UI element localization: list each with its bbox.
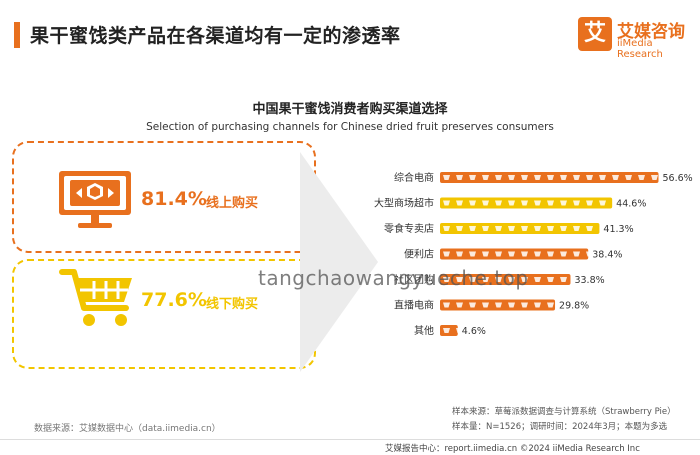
bar-category-label: 直播电商 (394, 299, 434, 312)
offline-label: 线下购买 (206, 297, 259, 312)
arrow-right-icon (300, 152, 378, 372)
watermark-text: tangchaowangyueche.top (258, 266, 529, 290)
chart-subtitle: Selection of purchasing channels for Chi… (146, 121, 554, 133)
online-percentage: 81.4% (141, 188, 207, 210)
iimedia-logo-icon: 艾 (578, 17, 612, 51)
logo-text-cn: 艾媒咨询 (617, 22, 685, 42)
bar-value-label: 38.4% (592, 250, 622, 261)
bar (440, 248, 593, 260)
bar-value-label: 44.6% (616, 199, 646, 210)
bar (440, 197, 613, 209)
chart-title: 中国果干蜜饯消费者购买渠道选择 (252, 102, 448, 117)
bar (440, 299, 556, 311)
bar-category-label: 便利店 (404, 248, 434, 261)
bar-value-label: 33.8% (574, 275, 604, 286)
bar-category-label: 综合电商 (394, 171, 434, 184)
bar-value-label: 29.8% (559, 301, 589, 312)
footer-copyright: 艾媒报告中心：report.iimedia.cn ©2024 iiMedia R… (385, 444, 640, 454)
bar (440, 325, 463, 336)
bar (440, 274, 571, 285)
online-label: 线上购买 (206, 196, 259, 211)
bar-value-label: 56.6% (663, 173, 693, 184)
bar-category-label: 零食专卖店 (384, 222, 434, 235)
bar-value-label: 41.3% (603, 224, 633, 235)
bar (440, 172, 659, 183)
title-accent-bar (14, 22, 20, 48)
bar-category-label: 其他 (414, 324, 434, 337)
bar-category-label: 大型商场超市 (374, 197, 434, 210)
sample-source-note: 样本来源：草莓派数据调查与计算系统（Strawberry Pie） (452, 407, 676, 417)
bar-value-label: 4.6% (462, 326, 486, 337)
monitor-box-icon (59, 171, 131, 228)
footer-divider (0, 439, 700, 440)
logo-text-en: iiMedia Research (617, 38, 663, 60)
bar (440, 223, 600, 234)
offline-percentage: 77.6% (141, 289, 207, 311)
shopping-cart-icon (59, 269, 132, 326)
source-text: 数据来源：艾媒数据中心（data.iimedia.cn） (34, 424, 221, 434)
bar-category-label: 社区团购 (394, 273, 434, 286)
sample-size-note: 样本量：N=1526；调研时间：2024年3月；本题为多选 (452, 422, 668, 432)
page-title: 果干蜜饯类产品在各渠道均有一定的渗透率 (30, 25, 401, 47)
